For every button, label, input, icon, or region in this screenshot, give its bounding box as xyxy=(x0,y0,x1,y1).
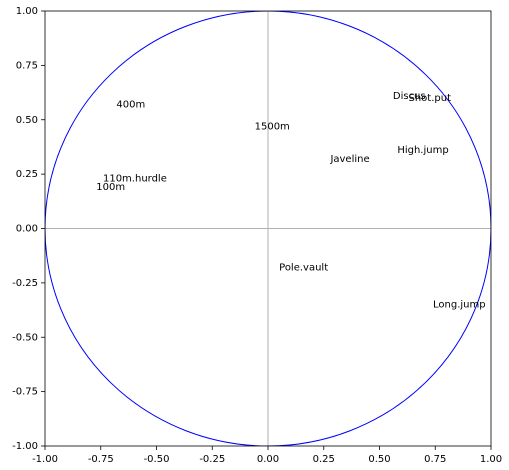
x-tick-label: -0.75 xyxy=(88,454,114,465)
x-tick-label: -0.25 xyxy=(199,454,225,465)
variable-label: Pole.vault xyxy=(279,263,328,274)
y-tick-label: -1.00 xyxy=(12,441,38,452)
y-tick-label: -0.75 xyxy=(12,387,38,398)
y-tick-label: 0.25 xyxy=(16,169,38,180)
variable-label: Discus xyxy=(393,91,426,102)
y-tick-label: 1.00 xyxy=(16,6,38,17)
variable-label: 100m xyxy=(96,182,125,193)
y-tick-label: 0.50 xyxy=(16,115,38,126)
variable-label: Shot.put xyxy=(408,93,451,104)
variable-label: Javeline xyxy=(329,154,369,165)
variable-label: 1500m xyxy=(255,121,290,132)
variable-label: 400m xyxy=(116,100,145,111)
x-tick-label: 0.00 xyxy=(257,454,279,465)
x-tick-label: -0.50 xyxy=(144,454,170,465)
variable-label: Long.jump xyxy=(433,300,486,311)
x-tick-label: 0.25 xyxy=(313,454,335,465)
y-tick-label: -0.25 xyxy=(12,278,38,289)
variable-label: 110m.hurdle xyxy=(103,173,167,184)
y-tick-label: 0.00 xyxy=(16,224,38,235)
x-tick-label: 0.75 xyxy=(424,454,446,465)
variable-label: High.jump xyxy=(397,145,448,156)
x-tick-label: 0.50 xyxy=(368,454,390,465)
x-tick-label: 1.00 xyxy=(480,454,502,465)
y-tick-label: -0.50 xyxy=(12,332,38,343)
x-tick-label: -1.00 xyxy=(32,454,58,465)
y-tick-label: 0.75 xyxy=(16,60,38,71)
